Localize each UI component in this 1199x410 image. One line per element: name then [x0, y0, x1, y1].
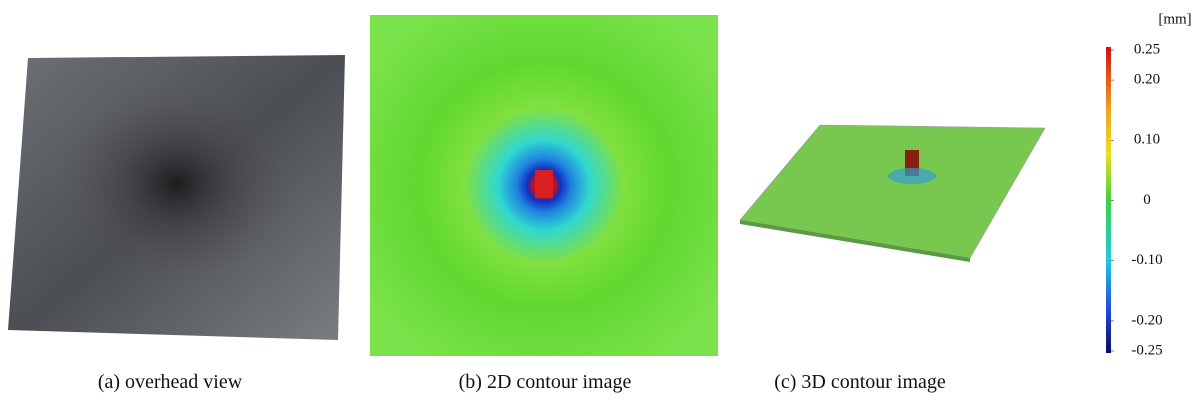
colorbar-unit: [mm] [1158, 11, 1191, 27]
tick-label: -0.10 [1131, 252, 1162, 268]
tick-label: 0.25 [1134, 41, 1160, 57]
caption: (a) overhead view [98, 371, 243, 393]
figure: [mm] (a) overhead view (b) 2D contour im… [0, 0, 1199, 410]
caption: (c) 3D contour image [774, 371, 946, 393]
tick-label: -0.25 [1131, 342, 1162, 358]
tick-label: 0.20 [1134, 72, 1160, 88]
caption: (b) 2D contour image [459, 371, 632, 393]
contour-2d [370, 15, 718, 356]
contour-3d [740, 125, 1045, 262]
tick-label: 0 [1143, 192, 1151, 208]
tick-label: 0.10 [1134, 132, 1160, 148]
colorbar: [mm] [1106, 11, 1192, 353]
overhead-photo [8, 55, 345, 340]
tick-label: -0.20 [1131, 312, 1162, 328]
